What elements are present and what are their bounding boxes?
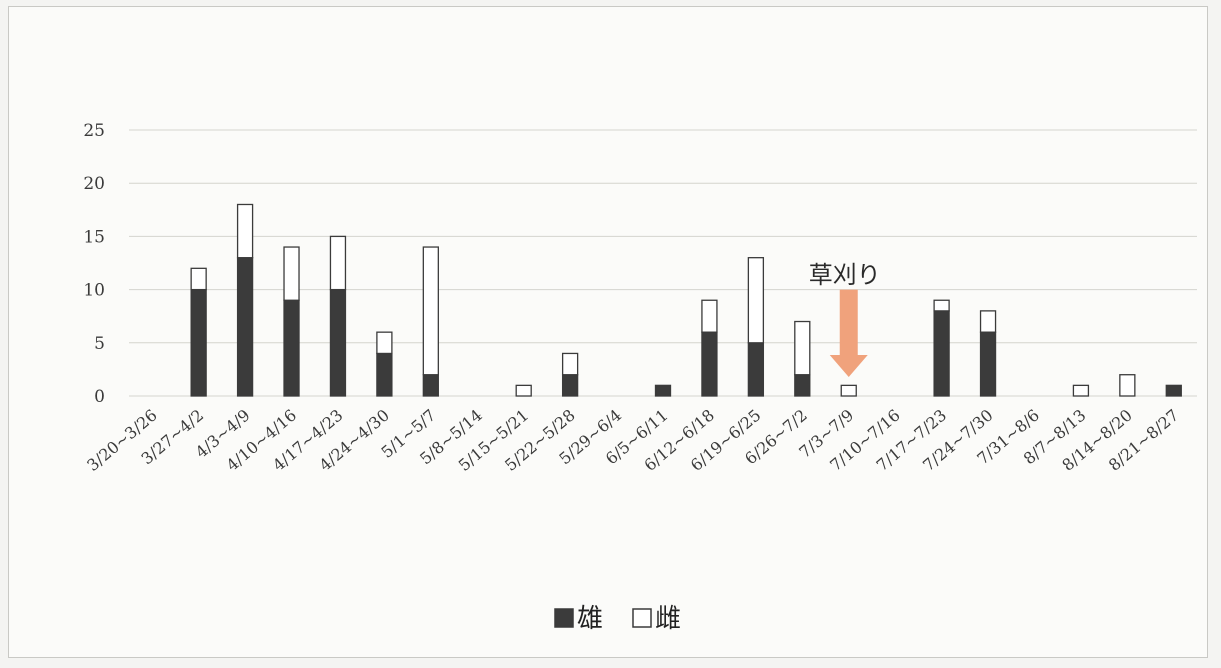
down-arrow-icon bbox=[829, 289, 868, 377]
annotation-label: 草刈り bbox=[809, 261, 881, 289]
annotation: 草刈り bbox=[809, 261, 881, 377]
bar-female bbox=[979, 310, 997, 333]
y-axis-ticks: 0 5 10 15 20 25 bbox=[83, 121, 105, 407]
bar-female bbox=[422, 246, 439, 376]
y-tick-label: 25 bbox=[83, 121, 105, 141]
bar-male bbox=[933, 310, 950, 397]
y-tick-label: 15 bbox=[83, 227, 105, 247]
bars bbox=[190, 203, 1182, 397]
bar-female bbox=[794, 320, 811, 376]
y-tick-label: 10 bbox=[83, 281, 105, 301]
bar-male bbox=[376, 352, 393, 397]
legend-label-male: 雄 bbox=[577, 604, 603, 634]
bar-female bbox=[701, 299, 718, 333]
bar-male bbox=[747, 342, 765, 397]
bar-female bbox=[329, 235, 347, 291]
bar-female bbox=[747, 257, 765, 344]
bar-female bbox=[283, 246, 300, 301]
legend-swatch-male bbox=[554, 608, 574, 628]
bar-female bbox=[933, 299, 950, 312]
bar-female bbox=[1072, 384, 1090, 397]
grid-lines bbox=[129, 129, 1197, 397]
y-tick-label: 20 bbox=[83, 174, 105, 194]
bar-male bbox=[701, 331, 718, 397]
legend: 雄 雌 bbox=[554, 604, 681, 634]
bar-male bbox=[329, 288, 347, 397]
bar-female bbox=[190, 267, 207, 291]
bar-male bbox=[794, 374, 811, 397]
stacked-bar-chart: 0 5 10 15 20 25 3/20~3/263/27~4/24/3~4/94/10~… bbox=[83, 121, 1197, 634]
bar-male bbox=[1165, 384, 1182, 397]
bar-male bbox=[283, 299, 300, 397]
bar-male bbox=[979, 331, 997, 397]
bar-female bbox=[1119, 374, 1136, 397]
chart-frame: 0 5 10 15 20 25 3/20~3/26 3/27~4/2 4/3~4/9 4/10~… bbox=[8, 6, 1208, 658]
legend-label-female: 雌 bbox=[655, 604, 681, 634]
bar-female bbox=[561, 352, 579, 376]
bar-male bbox=[422, 374, 439, 397]
y-tick-label: 5 bbox=[94, 334, 105, 354]
bar-female bbox=[376, 331, 393, 355]
bar-female bbox=[515, 384, 532, 397]
bar-female bbox=[840, 384, 857, 397]
bar-male bbox=[654, 384, 672, 397]
bar-female bbox=[236, 203, 254, 259]
legend-swatch-female bbox=[632, 608, 652, 628]
bar-male bbox=[236, 257, 254, 397]
bar-male bbox=[190, 288, 207, 397]
bar-male bbox=[561, 374, 579, 397]
x-axis-ticks: 3/20~3/263/27~4/24/3~4/94/10~4/164/17~4/… bbox=[83, 406, 1182, 475]
y-tick-label: 0 bbox=[94, 387, 105, 407]
